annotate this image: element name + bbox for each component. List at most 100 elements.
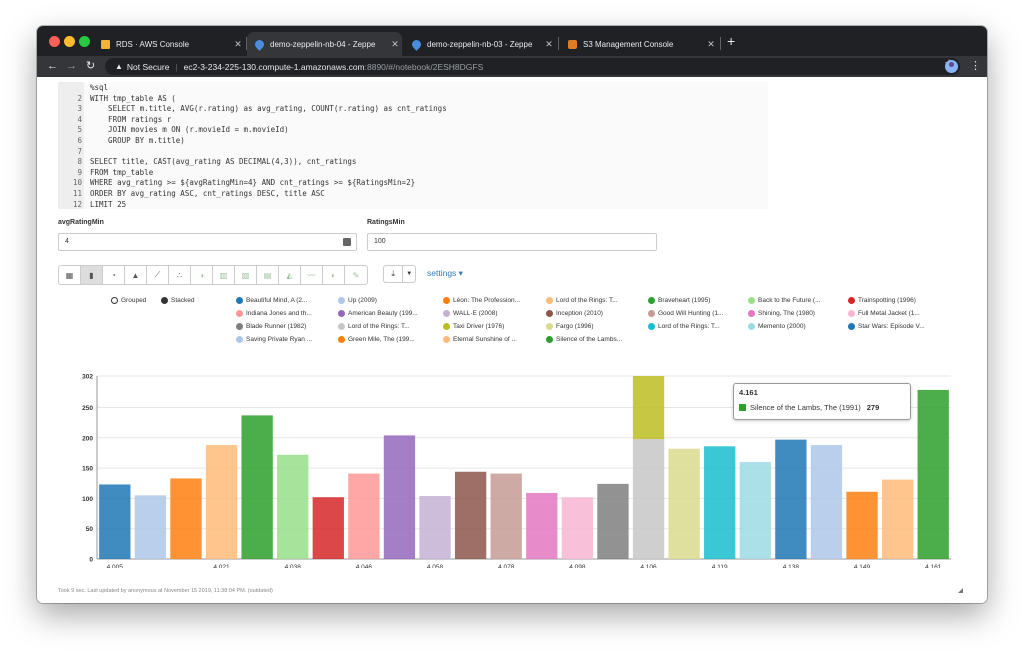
browser-window: RDS · AWS Console ✕ demo-zeppelin-nb-04 … (37, 26, 987, 603)
ratings-min-input[interactable]: 100 (367, 233, 657, 251)
legend-item[interactable]: Lord of the Rings: T... (546, 295, 618, 305)
chart-tooltip: 4.161 Silence of the Lambs, The (1991) 27… (733, 383, 911, 420)
area-chart-icon[interactable]: ▲ (125, 266, 147, 284)
line-chart-icon[interactable]: ⟋ (147, 266, 169, 284)
bar (810, 445, 843, 559)
close-icon[interactable]: ✕ (234, 38, 242, 49)
legend-item[interactable]: Eternal Sunshine of ... (443, 334, 517, 344)
close-icon[interactable]: ✕ (391, 38, 399, 49)
tab-s3[interactable]: S3 Management Console ✕ (560, 32, 718, 56)
profile-avatar[interactable] (945, 60, 958, 73)
legend-item[interactable]: Braveheart (1995) (648, 295, 710, 305)
area-alt-icon[interactable]: ◭ (279, 266, 301, 284)
legend-marker (546, 296, 553, 304)
bar (775, 439, 807, 559)
legend-item[interactable]: Up (2009) (338, 295, 377, 305)
legend-item[interactable]: Trainspotting (1996) (848, 295, 916, 305)
multiline-icon[interactable]: ✎ (352, 270, 360, 280)
y-tick-label: 150 (82, 466, 93, 473)
y-tick-label: 0 (89, 557, 93, 564)
code-editor[interactable]: %sql 2 WITH tmp_table AS (3 SELECT m.title… (58, 82, 768, 209)
avg-rating-min-input[interactable]: 4 (58, 233, 357, 251)
forward-arrow-icon[interactable]: → (66, 60, 77, 72)
legend-marker (111, 296, 118, 304)
map-icon[interactable]: ◐ (323, 266, 345, 284)
bar (348, 473, 380, 559)
legend-item[interactable]: Saving Private Ryan ... (236, 334, 312, 344)
legend-marker (236, 309, 243, 317)
download-button[interactable]: ⤓ ▼ (383, 265, 416, 283)
line-alt-icon[interactable]: 〰 (301, 266, 323, 284)
legend-item[interactable]: Shining, The (1980) (748, 308, 815, 318)
bar-chart-icon[interactable]: ▮ (81, 266, 103, 284)
bar (205, 445, 238, 559)
new-tab-button[interactable]: + (727, 33, 736, 49)
bar (846, 491, 878, 559)
legend-marker (236, 322, 243, 330)
address-bar[interactable]: ▲ Not Secure | ec2-3-234-225-130.compute… (105, 58, 960, 75)
settings-dropdown[interactable]: settings ▾ (427, 268, 463, 278)
grid-icon[interactable]: ▧ (235, 266, 257, 284)
close-icon[interactable]: ✕ (545, 38, 553, 49)
legend-item[interactable]: Taxi Driver (1976) (443, 321, 504, 331)
zoom-window-button[interactable] (79, 36, 90, 47)
bar (632, 439, 665, 559)
stacked-radio[interactable]: Stacked (161, 295, 195, 305)
pie-alt-icon[interactable]: ◑ (191, 266, 213, 284)
grouped-radio[interactable]: Grouped (111, 295, 146, 305)
legend-item[interactable]: Lord of the Rings: T... (338, 321, 410, 331)
chevron-down-icon[interactable]: ▼ (406, 271, 413, 277)
column-icon[interactable]: ▥ (213, 266, 235, 284)
zeppelin-icon (253, 37, 266, 51)
legend-item[interactable]: Silence of the Lambs... (546, 334, 622, 344)
x-tick-label: 4.078 (498, 564, 515, 568)
legend-item[interactable]: Memento (2000) (748, 321, 806, 331)
x-tick-label: 4.161 (925, 564, 942, 568)
x-tick-label: 4.138 (783, 564, 800, 568)
legend-item[interactable]: Indiana Jones and th... (236, 308, 312, 318)
resize-handle[interactable] (958, 588, 963, 593)
code-line: 4 FROM ratings r (77, 114, 172, 124)
x-tick-label: 4.046 (356, 564, 373, 568)
table-alt-icon[interactable]: ▤ (257, 266, 279, 284)
legend-item[interactable]: Inception (2010) (546, 308, 603, 318)
tab-zeppelin-nb-04[interactable]: demo-zeppelin-nb-04 - Zeppe ✕ (247, 32, 402, 56)
minimize-window-button[interactable] (64, 36, 75, 47)
legend-marker (546, 335, 553, 343)
legend-marker (648, 296, 655, 304)
scatter-chart-icon[interactable]: ∴ (169, 266, 191, 284)
table-icon[interactable]: ▦ (59, 266, 81, 284)
legend-item[interactable]: Léon: The Profession... (443, 295, 520, 305)
back-arrow-icon[interactable]: ← (47, 60, 58, 72)
legend-item[interactable]: Beautiful Mind, A (2... (236, 295, 307, 305)
legend-item[interactable]: Good Will Hunting (1... (648, 308, 723, 318)
close-icon[interactable]: ✕ (707, 38, 715, 49)
legend-item[interactable]: WALL·E (2008) (443, 308, 498, 318)
code-line: 5 JOIN movies m ON (r.movieId = m.movieI… (77, 125, 289, 135)
x-tick-label: 4.119 (712, 564, 728, 568)
legend-marker (443, 309, 450, 317)
y-tick-label: 100 (82, 496, 93, 503)
legend-item[interactable]: Lord of the Rings: T... (648, 321, 720, 331)
tab-rds[interactable]: RDS · AWS Console ✕ (93, 32, 245, 56)
calendar-icon[interactable] (343, 238, 351, 246)
legend-item[interactable]: Back to the Future (... (748, 295, 821, 305)
legend-item[interactable]: Fargo (1996) (546, 321, 594, 331)
download-icon[interactable]: ⤓ (384, 266, 404, 282)
avg-rating-min-label: avgRatingMin (58, 219, 104, 226)
legend-item[interactable]: Blade Runner (1982) (236, 321, 306, 331)
code-line: %sql (90, 83, 109, 92)
browser-menu-icon[interactable]: ⋮ (970, 60, 981, 72)
pie-chart-icon[interactable]: ◔ (103, 266, 125, 284)
legend-item[interactable]: Star Wars: Episode V... (848, 321, 925, 331)
security-label: Not Secure (126, 61, 170, 72)
legend-item[interactable]: Green Mile, The (199... (338, 334, 415, 344)
legend-item[interactable]: American Beauty (199... (338, 308, 418, 318)
tab-zeppelin-nb-03[interactable]: demo-zeppelin-nb-03 - Zeppe ✕ (404, 32, 556, 56)
legend-item[interactable]: Full Metal Jacket (1... (848, 308, 920, 318)
legend-marker (443, 335, 450, 343)
close-window-button[interactable] (49, 36, 60, 47)
reload-icon[interactable]: ↻ (86, 60, 96, 72)
legend-marker (848, 296, 855, 304)
y-tick-label: 250 (82, 405, 93, 412)
